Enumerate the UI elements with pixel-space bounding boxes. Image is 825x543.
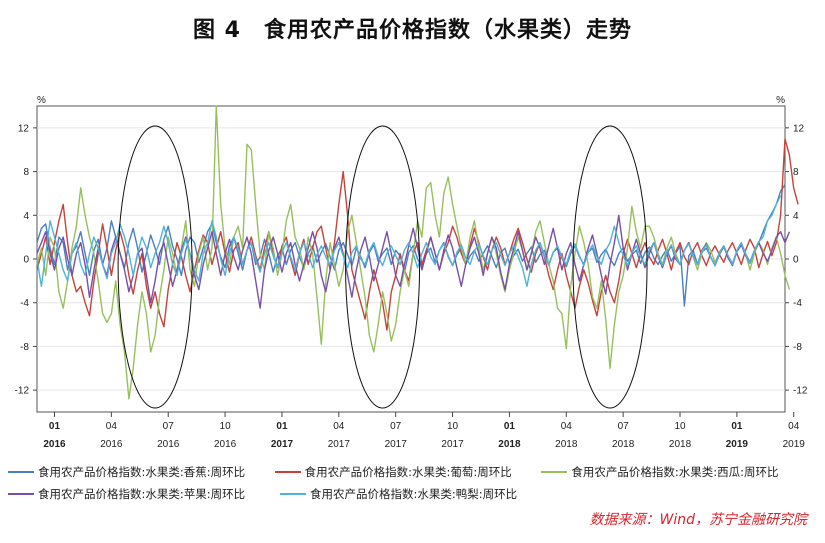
y-axis-left: -12 -8 -4 0 4 8 12%	[15, 95, 46, 397]
legend-swatch	[8, 493, 34, 495]
y-tick-label: 4	[23, 211, 29, 222]
chart-title: 图 4 食用农产品价格指数（水果类）走势	[193, 18, 632, 43]
x-tick-year: 2018	[612, 439, 635, 450]
series-line-4	[36, 195, 782, 287]
x-tick-month: 01	[49, 421, 61, 432]
legend-label: 食用农产品价格指数:水果类:葡萄:周环比	[304, 465, 512, 479]
x-axis: 01 2016 04 2016 07 2016 10 2016 01 2017 04 2017 07 20…	[43, 412, 805, 450]
x-tick-year: 2017	[271, 439, 294, 450]
y-tick-label: 12	[793, 123, 805, 134]
x-tick-year: 2016	[100, 439, 123, 450]
y-tick-label: 8	[793, 167, 799, 178]
y-tick-label: -8	[793, 342, 802, 353]
y-tick-label: -12	[793, 386, 808, 397]
legend-label: 食用农产品价格指数:水果类:香蕉:周环比	[38, 465, 246, 479]
legend-swatch	[274, 471, 301, 473]
legend-item-grape: 食用农产品价格指数:水果类:葡萄:周环比	[274, 464, 542, 480]
x-tick-month: 01	[276, 421, 288, 432]
y-unit-label: %	[37, 95, 46, 106]
y-unit-label: %	[776, 95, 785, 106]
x-tick-month: 10	[674, 421, 686, 432]
y-tick-label: 12	[18, 123, 30, 134]
x-tick-year: 2019	[783, 439, 806, 450]
series-group	[36, 105, 799, 400]
x-tick-year: 2017	[441, 439, 464, 450]
y-tick-label: 0	[793, 255, 799, 266]
legend-item-watermelon: 食用农产品价格指数:水果类:西瓜:周环比	[541, 464, 808, 480]
x-tick-month: 07	[390, 421, 402, 432]
highlight-ellipse	[345, 125, 421, 409]
data-source: 数据来源：Wind，苏宁金融研究院	[589, 512, 808, 528]
legend: 食用农产品价格指数:水果类:香蕉:周环比 食用农产品价格指数:水果类:葡萄:周环…	[8, 461, 808, 505]
x-tick-year: 2016	[157, 439, 180, 450]
legend-swatch	[541, 471, 568, 473]
x-tick-month: 07	[618, 421, 630, 432]
x-tick-month: 04	[106, 421, 118, 432]
x-tick-month: 04	[333, 421, 345, 432]
x-tick-year: 2018	[498, 439, 521, 450]
y-tick-label: -8	[20, 342, 29, 353]
legend-row: 食用农产品价格指数:水果类:香蕉:周环比 食用农产品价格指数:水果类:葡萄:周环…	[8, 461, 808, 483]
x-tick-year: 2016	[214, 439, 237, 450]
y-tick-label: 0	[23, 255, 29, 266]
x-tick-month: 01	[504, 421, 516, 432]
highlight-ellipse	[117, 125, 193, 409]
legend-label: 食用农产品价格指数:水果类:苹果:周环比	[38, 487, 246, 501]
x-tick-year: 2016	[43, 439, 66, 450]
x-tick-month: 07	[163, 421, 175, 432]
legend-row: 食用农产品价格指数:水果类:苹果:周环比 食用农产品价格指数:水果类:鸭梨:周环…	[8, 483, 808, 505]
legend-swatch	[8, 471, 34, 473]
x-tick-month: 04	[561, 421, 573, 432]
x-tick-year: 2019	[726, 439, 749, 450]
x-tick-year: 2018	[555, 439, 578, 450]
y-axis-right: -12 -8 -4 0 4 8 12%	[776, 95, 808, 397]
legend-item-pear: 食用农产品价格指数:水果类:鸭梨:周环比	[280, 486, 552, 502]
x-tick-month: 04	[788, 421, 800, 432]
legend-label: 食用农产品价格指数:水果类:鸭梨:周环比	[310, 487, 518, 501]
legend-item-banana: 食用农产品价格指数:水果类:香蕉:周环比	[8, 464, 275, 480]
y-tick-label: 4	[793, 211, 799, 222]
y-tick-label: -12	[15, 386, 30, 397]
x-tick-month: 01	[731, 421, 743, 432]
x-tick-year: 2018	[669, 439, 692, 450]
legend-label: 食用农产品价格指数:水果类:西瓜:周环比	[571, 465, 779, 479]
legend-swatch	[280, 493, 306, 495]
x-tick-month: 10	[220, 421, 232, 432]
x-tick-year: 2017	[328, 439, 351, 450]
x-tick-month: 10	[447, 421, 459, 432]
highlight-ellipses	[117, 125, 648, 409]
legend-item-apple: 食用农产品价格指数:水果类:苹果:周环比	[8, 486, 280, 502]
y-tick-label: 8	[23, 167, 29, 178]
series-line-1	[36, 138, 799, 331]
x-tick-year: 2017	[385, 439, 408, 450]
highlight-ellipse	[572, 125, 648, 409]
y-tick-label: -4	[793, 298, 802, 309]
y-tick-label: -4	[20, 298, 29, 309]
